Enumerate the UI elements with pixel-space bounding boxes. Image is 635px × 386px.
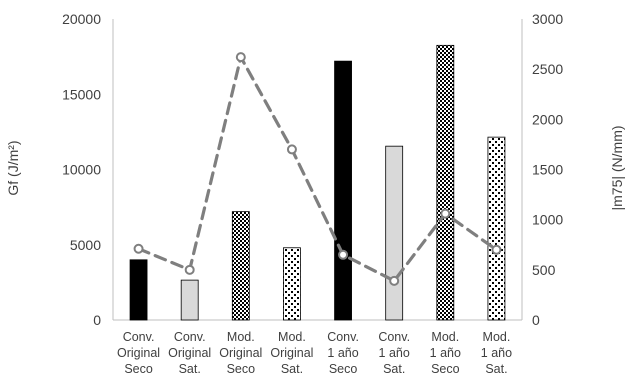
- y-tick-label: 15000: [62, 86, 101, 102]
- y2-tick-label: 3000: [532, 11, 563, 27]
- y2-tick-label: 2500: [532, 61, 563, 77]
- y2-axis-title: |m75| (N/mm): [609, 125, 625, 210]
- left-axis-ticks: 0 5000 10000 15000 20000: [62, 11, 101, 328]
- y-tick-label: 0: [93, 312, 101, 328]
- right-axis-ticks: 0 500 1000 1500 2000 2500 3000: [532, 11, 563, 328]
- x-tick-label: Mod. Original Seco: [219, 330, 262, 376]
- bar-2: [180, 279, 199, 321]
- bar-4: [283, 247, 301, 321]
- x-tick-label: Mod. 1 año Sat.: [481, 330, 512, 376]
- line-point-1: [133, 243, 144, 254]
- x-tick-label: Mod. Original Sat.: [270, 330, 313, 376]
- line-point-3: [235, 52, 246, 63]
- line-point-5: [338, 249, 349, 260]
- y-axis-title: Gf (J/m²): [5, 140, 21, 195]
- bar-5: [334, 60, 352, 321]
- y2-tick-label: 1000: [532, 212, 563, 228]
- axes: [112, 19, 523, 321]
- line-point-6: [389, 275, 400, 286]
- bar-series: [129, 44, 506, 321]
- y-tick-label: 5000: [70, 237, 101, 253]
- line-point-8: [491, 244, 502, 255]
- bar-1: [129, 259, 148, 321]
- bar-6: [385, 145, 404, 321]
- y2-tick-label: 500: [532, 262, 556, 278]
- line-point-4: [286, 144, 297, 155]
- line-point-2: [184, 264, 195, 275]
- line-point-7: [440, 208, 451, 219]
- y2-tick-label: 1500: [532, 162, 563, 178]
- y2-tick-label: 0: [532, 312, 540, 328]
- line-path: [136, 52, 499, 283]
- bar-7: [436, 44, 455, 321]
- x-tick-label: Conv. 1 año Seco: [327, 330, 359, 376]
- x-tick-label: Mod. 1 año Seco: [430, 330, 461, 376]
- y-tick-label: 20000: [62, 11, 101, 27]
- x-tick-label: Conv. Original Sat.: [168, 330, 211, 376]
- x-tick-label: Conv. 1 año Sat.: [378, 330, 410, 376]
- bar-3: [231, 211, 250, 321]
- x-tick-label: Conv. Original Seco: [117, 330, 160, 376]
- bar-8: [487, 136, 506, 321]
- y2-tick-label: 2000: [532, 111, 563, 127]
- y-tick-label: 10000: [62, 162, 101, 178]
- line-series: [133, 52, 502, 286]
